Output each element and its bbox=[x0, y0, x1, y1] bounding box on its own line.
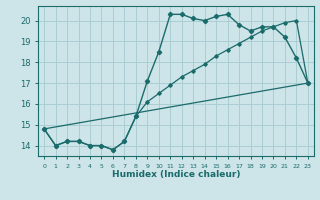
X-axis label: Humidex (Indice chaleur): Humidex (Indice chaleur) bbox=[112, 170, 240, 179]
